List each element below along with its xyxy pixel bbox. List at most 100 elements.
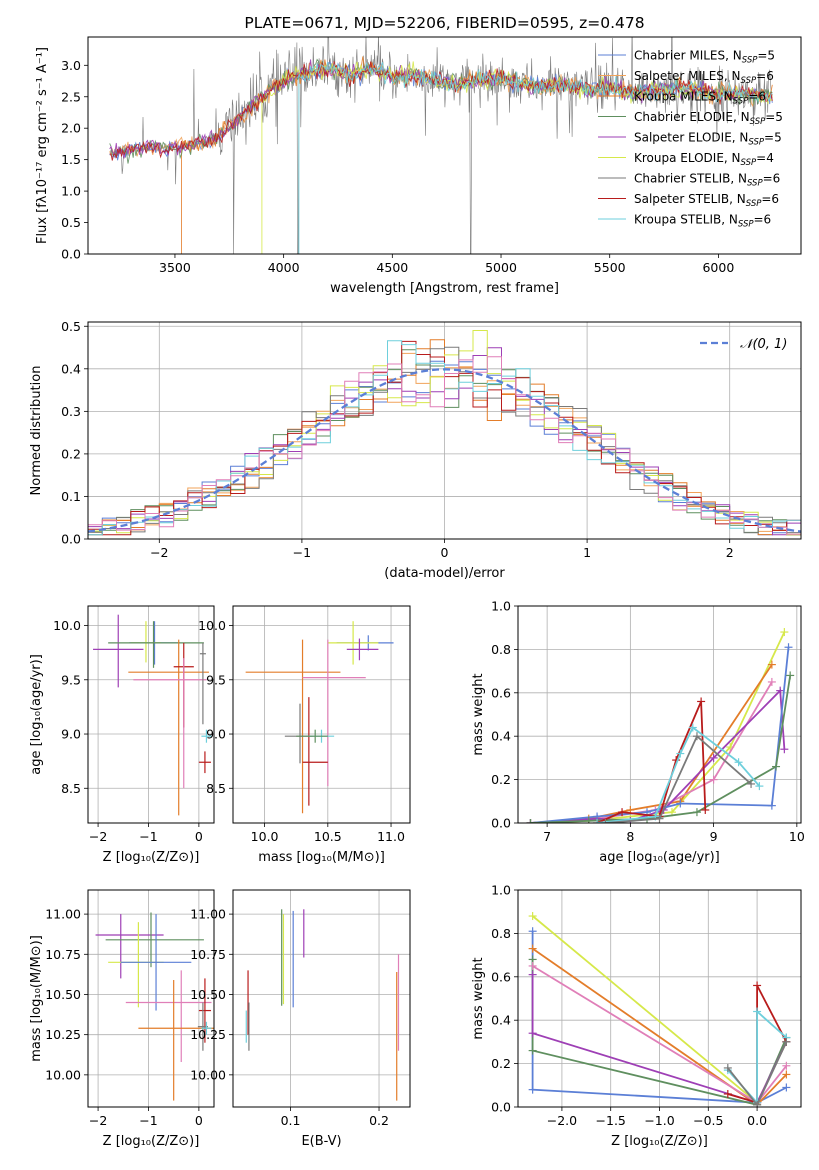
series-point <box>753 1100 762 1107</box>
ytick-label: 10.75 <box>45 947 81 962</box>
series-point <box>772 762 781 771</box>
xtick-label: 10.0 <box>251 829 279 844</box>
ytick-label: 3.0 <box>61 58 81 73</box>
panel-weight_vs_age: 7 8 9 10 0.0 0.2 0.4 0.6 0.8 1.0 age [log₁₀(age/yr… <box>471 599 805 866</box>
series-point <box>676 749 685 758</box>
ytick-label: 0.6 <box>491 969 511 984</box>
series-point <box>782 1037 791 1046</box>
series-point <box>618 808 627 817</box>
y-axis-label: mass [log₁₀(M/M⊙)] <box>29 935 44 1062</box>
histogram-chabrier_stelib <box>88 346 801 534</box>
errorbar-4 <box>128 639 209 816</box>
legend-entry-3: Chabrier ELODIE, NSSP=5 <box>634 110 783 127</box>
ytick-label: 0.0 <box>491 816 511 831</box>
plot-area-age_vs_mass <box>245 621 394 814</box>
plot-area-mass_vs_ebv <box>245 909 400 1101</box>
series-point <box>526 819 535 823</box>
ytick-label: 0.3 <box>61 404 81 419</box>
series-point <box>755 782 764 791</box>
axes-frame <box>87 605 215 824</box>
xtick-label: 0 <box>195 1113 203 1128</box>
ytick-label: 10.50 <box>45 987 81 1002</box>
y-axis-label: age [log₁₀(age/yr)] <box>29 654 44 775</box>
panel-mass_vs_Z: −2 −1 0 10.00 10.25 10.50 10.75 11.00 Z [log₁₀(Z… <box>29 889 215 1149</box>
series-kroupa_stelib <box>723 1007 791 1107</box>
xtick-label: −0.5 <box>693 1113 723 1128</box>
series-point <box>767 801 776 810</box>
xtick-label: 2 <box>726 545 734 560</box>
xtick-label: −1.5 <box>596 1113 626 1128</box>
errorbar-7 <box>199 642 206 725</box>
plot-area-weight_vs_age <box>526 628 795 823</box>
series-point <box>723 1089 732 1098</box>
errorbar-4 <box>125 970 212 1062</box>
ytick-label: 0.2 <box>491 772 511 787</box>
xtick-label: 4500 <box>376 260 408 275</box>
xtick-label: 4000 <box>268 260 300 275</box>
series-chabrier_stelib <box>723 1037 791 1107</box>
series-point <box>692 808 701 817</box>
panel-weight_vs_Z: −2.0 −1.5 −1.0 −0.5 0.0 0.0 0.2 0.4 0.6 0.8 1.0 Z [… <box>471 883 802 1149</box>
series-line <box>530 647 790 823</box>
legend-entry-normal: 𝒩(0, 1) <box>740 337 787 352</box>
ytick-label: 0.0 <box>61 247 81 262</box>
xtick-label: 3500 <box>159 260 191 275</box>
xtick-label: 11.0 <box>377 829 405 844</box>
ytick-label: 0.2 <box>491 1056 511 1071</box>
normal-distribution-curve <box>88 368 801 533</box>
ytick-label: 0.8 <box>491 642 511 657</box>
errorbar-1 <box>327 621 379 665</box>
ytick-label: 10.00 <box>190 1067 226 1082</box>
y-axis-label: Flux [fλ10⁻¹⁷ erg cm⁻² s⁻¹ A⁻¹] <box>35 47 50 244</box>
y-axis-label: mass weight <box>471 673 486 755</box>
panel-spectrum: 3500 4000 4500 5000 5500 6000 0.0 0.5 1.0 1.5 2.0 2… <box>35 14 802 296</box>
series-point <box>709 775 718 784</box>
errorbar-8 <box>198 751 211 774</box>
series-point <box>692 732 701 741</box>
ytick-label: 10.0 <box>198 618 226 633</box>
ytick-label: 0.4 <box>491 1013 511 1028</box>
legend-entry-7: Salpeter STELIB, NSSP=6 <box>634 192 779 209</box>
errorbar-1 <box>93 614 144 688</box>
ytick-label: 11.00 <box>45 907 81 922</box>
errorbar-5 <box>302 697 328 806</box>
panel-mass_vs_ebv: 0.1 0.2 10.00 10.25 10.50 10.75 11.00 E(B-V) <box>190 889 411 1149</box>
y-axis-label: mass weight <box>471 957 486 1039</box>
ytick-label: 0.2 <box>61 446 81 461</box>
series-point <box>734 758 743 767</box>
xtick-label: −1 <box>139 1113 157 1128</box>
plot-area-age_vs_Z <box>93 614 212 816</box>
xtick-label: 0.1 <box>281 1113 301 1128</box>
series-line <box>596 701 707 823</box>
plot-area-spectrum <box>109 37 773 254</box>
xtick-label: 9 <box>710 829 718 844</box>
series-kroupa_stelib <box>593 723 764 823</box>
model-line-kroupa_stelib <box>298 61 773 254</box>
series-point <box>767 660 776 669</box>
series-point <box>688 723 697 732</box>
xtick-label: −1.0 <box>644 1113 674 1128</box>
ytick-label: 9.0 <box>206 727 226 742</box>
ytick-label: 1.0 <box>61 184 81 199</box>
panel-residuals: −2 −1 0 1 2 0.0 0.1 0.2 0.3 0.4 0.5 (data-model)/er… <box>29 319 802 581</box>
legend-entry-0: Chabrier MILES, NSSP=5 <box>634 49 775 66</box>
legend-entry-4: Salpeter ELODIE, NSSP=5 <box>634 131 782 148</box>
series-point <box>528 1046 537 1055</box>
series-chabrier_stelib <box>601 732 756 823</box>
axes-frame <box>232 605 411 824</box>
series-point <box>767 677 776 686</box>
series-point <box>786 671 795 680</box>
legend-entry-2: Kroupa MILES, NSSP=6 <box>634 90 766 107</box>
series-salpeter_stelib <box>593 697 710 823</box>
errorbar-2 <box>130 621 162 663</box>
x-axis-label: E(B-V) <box>301 1134 341 1149</box>
ytick-label: 10.75 <box>190 947 226 962</box>
series-line <box>530 631 786 823</box>
ytick-label: 10.0 <box>53 618 81 633</box>
ytick-label: 10.00 <box>45 1067 81 1082</box>
series-point <box>723 1063 732 1072</box>
x-axis-label: mass [log₁₀(M/M⊙)] <box>258 850 385 865</box>
x-axis-label: wavelength [Angstrom, rest frame] <box>330 281 559 296</box>
ytick-label: 0.5 <box>61 319 81 334</box>
